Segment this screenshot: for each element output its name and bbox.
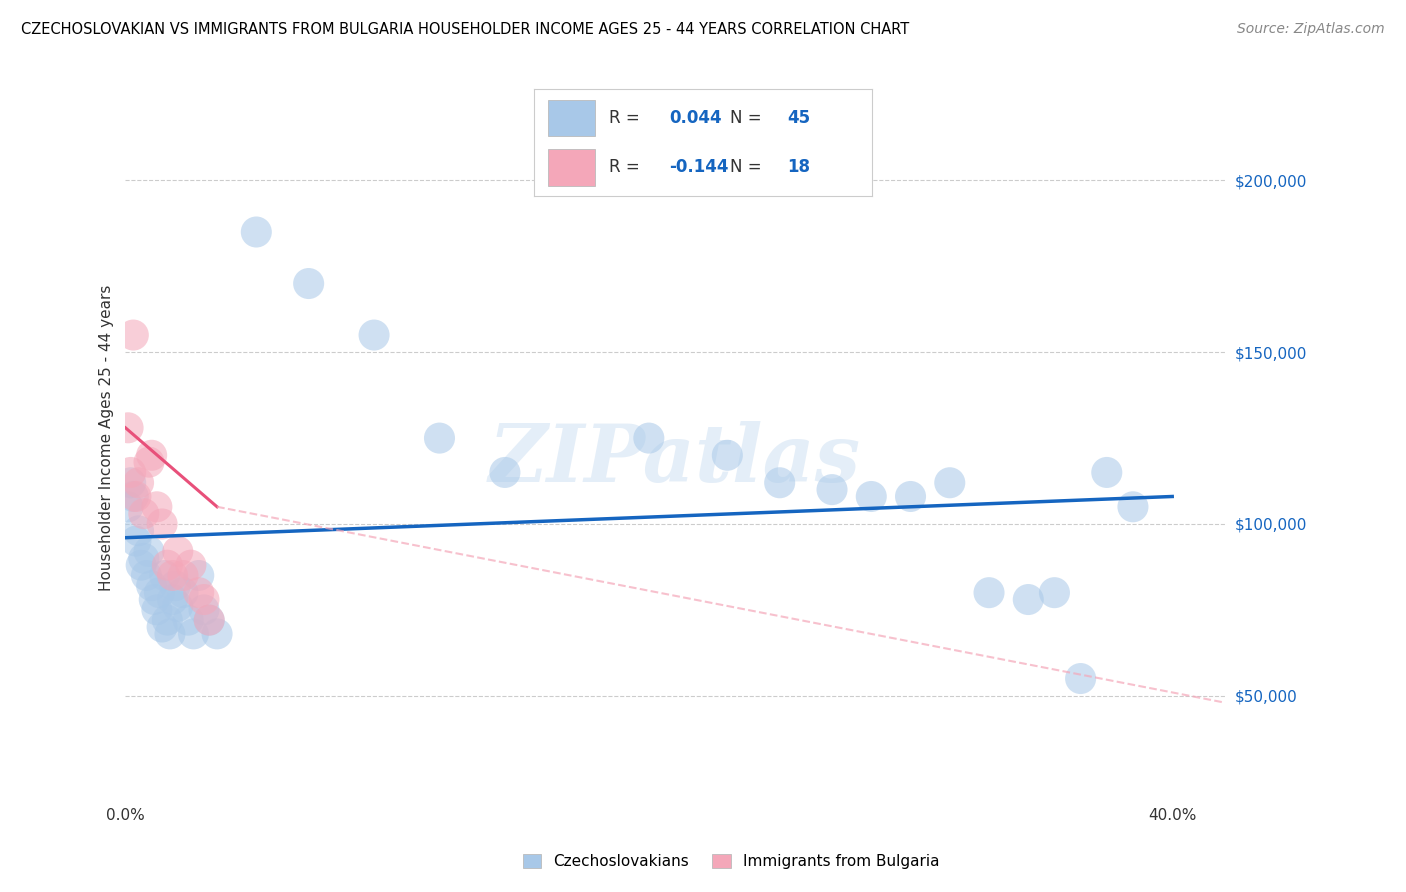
Point [135,568,157,582]
Text: N =: N = [730,109,762,127]
Point [821,483,844,497]
Point [198,613,221,627]
Point [939,475,962,490]
Point [172,585,194,599]
Text: 18: 18 [787,159,810,177]
Point [769,475,792,490]
Point [187,585,209,599]
Point [205,627,228,641]
Text: 45: 45 [787,109,810,127]
Point [1070,672,1092,686]
Text: R =: R = [609,159,640,177]
Point [977,585,1000,599]
Point [128,524,150,538]
Point [363,328,385,343]
Point [162,568,184,582]
Point [298,277,321,291]
Point [122,490,145,504]
Point [193,592,215,607]
Point [1043,585,1066,599]
Point [125,490,148,504]
Point [1017,592,1039,607]
Point [187,568,209,582]
Point [180,558,202,573]
Text: R =: R = [609,109,640,127]
Point [150,516,173,531]
Point [153,568,176,582]
Point [122,328,145,343]
Point [429,431,451,445]
Point [132,551,155,566]
Point [141,579,163,593]
Point [159,627,181,641]
Text: N =: N = [730,159,762,177]
Text: 0.044: 0.044 [669,109,721,127]
Point [117,500,139,514]
Point [143,592,166,607]
Point [132,507,155,521]
Point [166,599,188,614]
Text: -0.144: -0.144 [669,159,728,177]
Text: Source: ZipAtlas.com: Source: ZipAtlas.com [1237,22,1385,37]
Point [120,475,142,490]
Point [1095,466,1118,480]
Y-axis label: Householder Income Ages 25 - 44 years: Householder Income Ages 25 - 44 years [100,285,114,591]
Point [156,558,179,573]
Point [177,613,200,627]
Point [637,431,659,445]
Point [150,620,173,634]
Text: ZIPatlas: ZIPatlas [489,421,860,499]
Bar [548,100,595,136]
Text: CZECHOSLOVAKIAN VS IMMIGRANTS FROM BULGARIA HOUSEHOLDER INCOME AGES 25 - 44 YEAR: CZECHOSLOVAKIAN VS IMMIGRANTS FROM BULGA… [21,22,910,37]
Point [716,448,738,462]
Point [148,585,170,599]
Point [125,534,148,549]
Point [166,544,188,558]
Point [129,558,152,573]
Point [198,613,221,627]
Point [162,592,184,607]
Point [120,466,142,480]
Point [117,421,139,435]
Point [900,490,922,504]
Bar [548,149,595,186]
Point [141,448,163,462]
Point [245,225,267,239]
Point [1122,500,1144,514]
Legend: Czechoslovakians, Immigrants from Bulgaria: Czechoslovakians, Immigrants from Bulgar… [517,848,945,875]
Point [860,490,883,504]
Point [165,579,187,593]
Point [128,475,150,490]
Point [138,544,160,558]
Point [146,500,169,514]
Point [138,455,160,469]
Point [193,603,215,617]
Point [172,568,194,582]
Point [146,603,169,617]
Point [183,627,205,641]
Point [156,613,179,627]
Point [494,466,516,480]
